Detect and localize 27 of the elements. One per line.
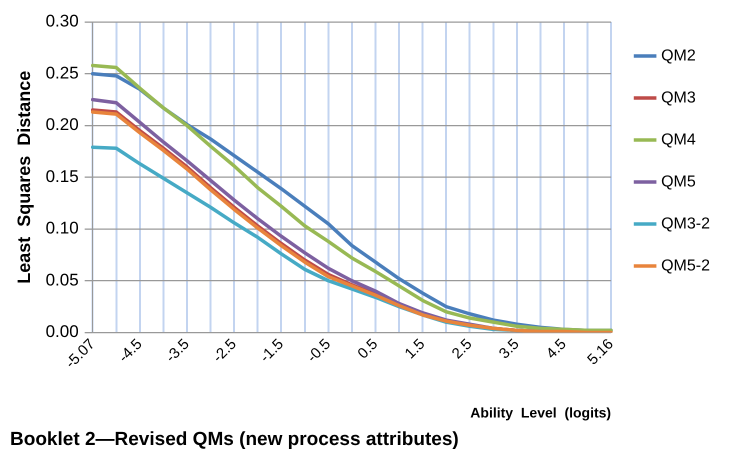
x-tick-label: -0.5 bbox=[304, 336, 334, 366]
x-tick-label: 4.5 bbox=[542, 336, 570, 362]
y-axis-title: Least Squares Distance bbox=[14, 70, 34, 284]
y-tick-label: 0.00 bbox=[46, 322, 79, 342]
y-tick-label: 0.05 bbox=[46, 270, 79, 290]
y-tick-label: 0.25 bbox=[46, 63, 79, 82]
y-tick-label: 0.30 bbox=[46, 12, 79, 31]
x-tick-label: 1.5 bbox=[402, 336, 428, 362]
legend-label: QM2 bbox=[661, 47, 696, 64]
legend-label: QM4 bbox=[661, 131, 696, 148]
legend-label: QM5 bbox=[661, 173, 696, 190]
x-tick-label: -2.5 bbox=[210, 336, 240, 366]
y-tick-label: 0.15 bbox=[46, 166, 79, 186]
x-tick-label: 2.5 bbox=[448, 336, 476, 362]
x-tick-label: -3.5 bbox=[162, 336, 193, 366]
legend-label: QM5-2 bbox=[661, 257, 710, 274]
x-tick-label: 3.5 bbox=[496, 336, 523, 362]
x-tick-label: -1.5 bbox=[256, 336, 287, 366]
x-tick-label: -4.5 bbox=[115, 336, 146, 366]
text: Booklet 2—Revised QMs (new process attributes) bbox=[10, 428, 459, 450]
x-tick-label: 5.16 bbox=[584, 336, 617, 368]
legend-label: QM3 bbox=[661, 89, 696, 106]
x-axis-title: Ability Level (logits) bbox=[470, 404, 612, 421]
y-tick-label: 0.10 bbox=[46, 218, 79, 238]
y-tick-label: 0.20 bbox=[46, 115, 79, 134]
legend-label: QM3-2 bbox=[661, 215, 710, 232]
x-tick-label: 0.5 bbox=[354, 336, 382, 362]
